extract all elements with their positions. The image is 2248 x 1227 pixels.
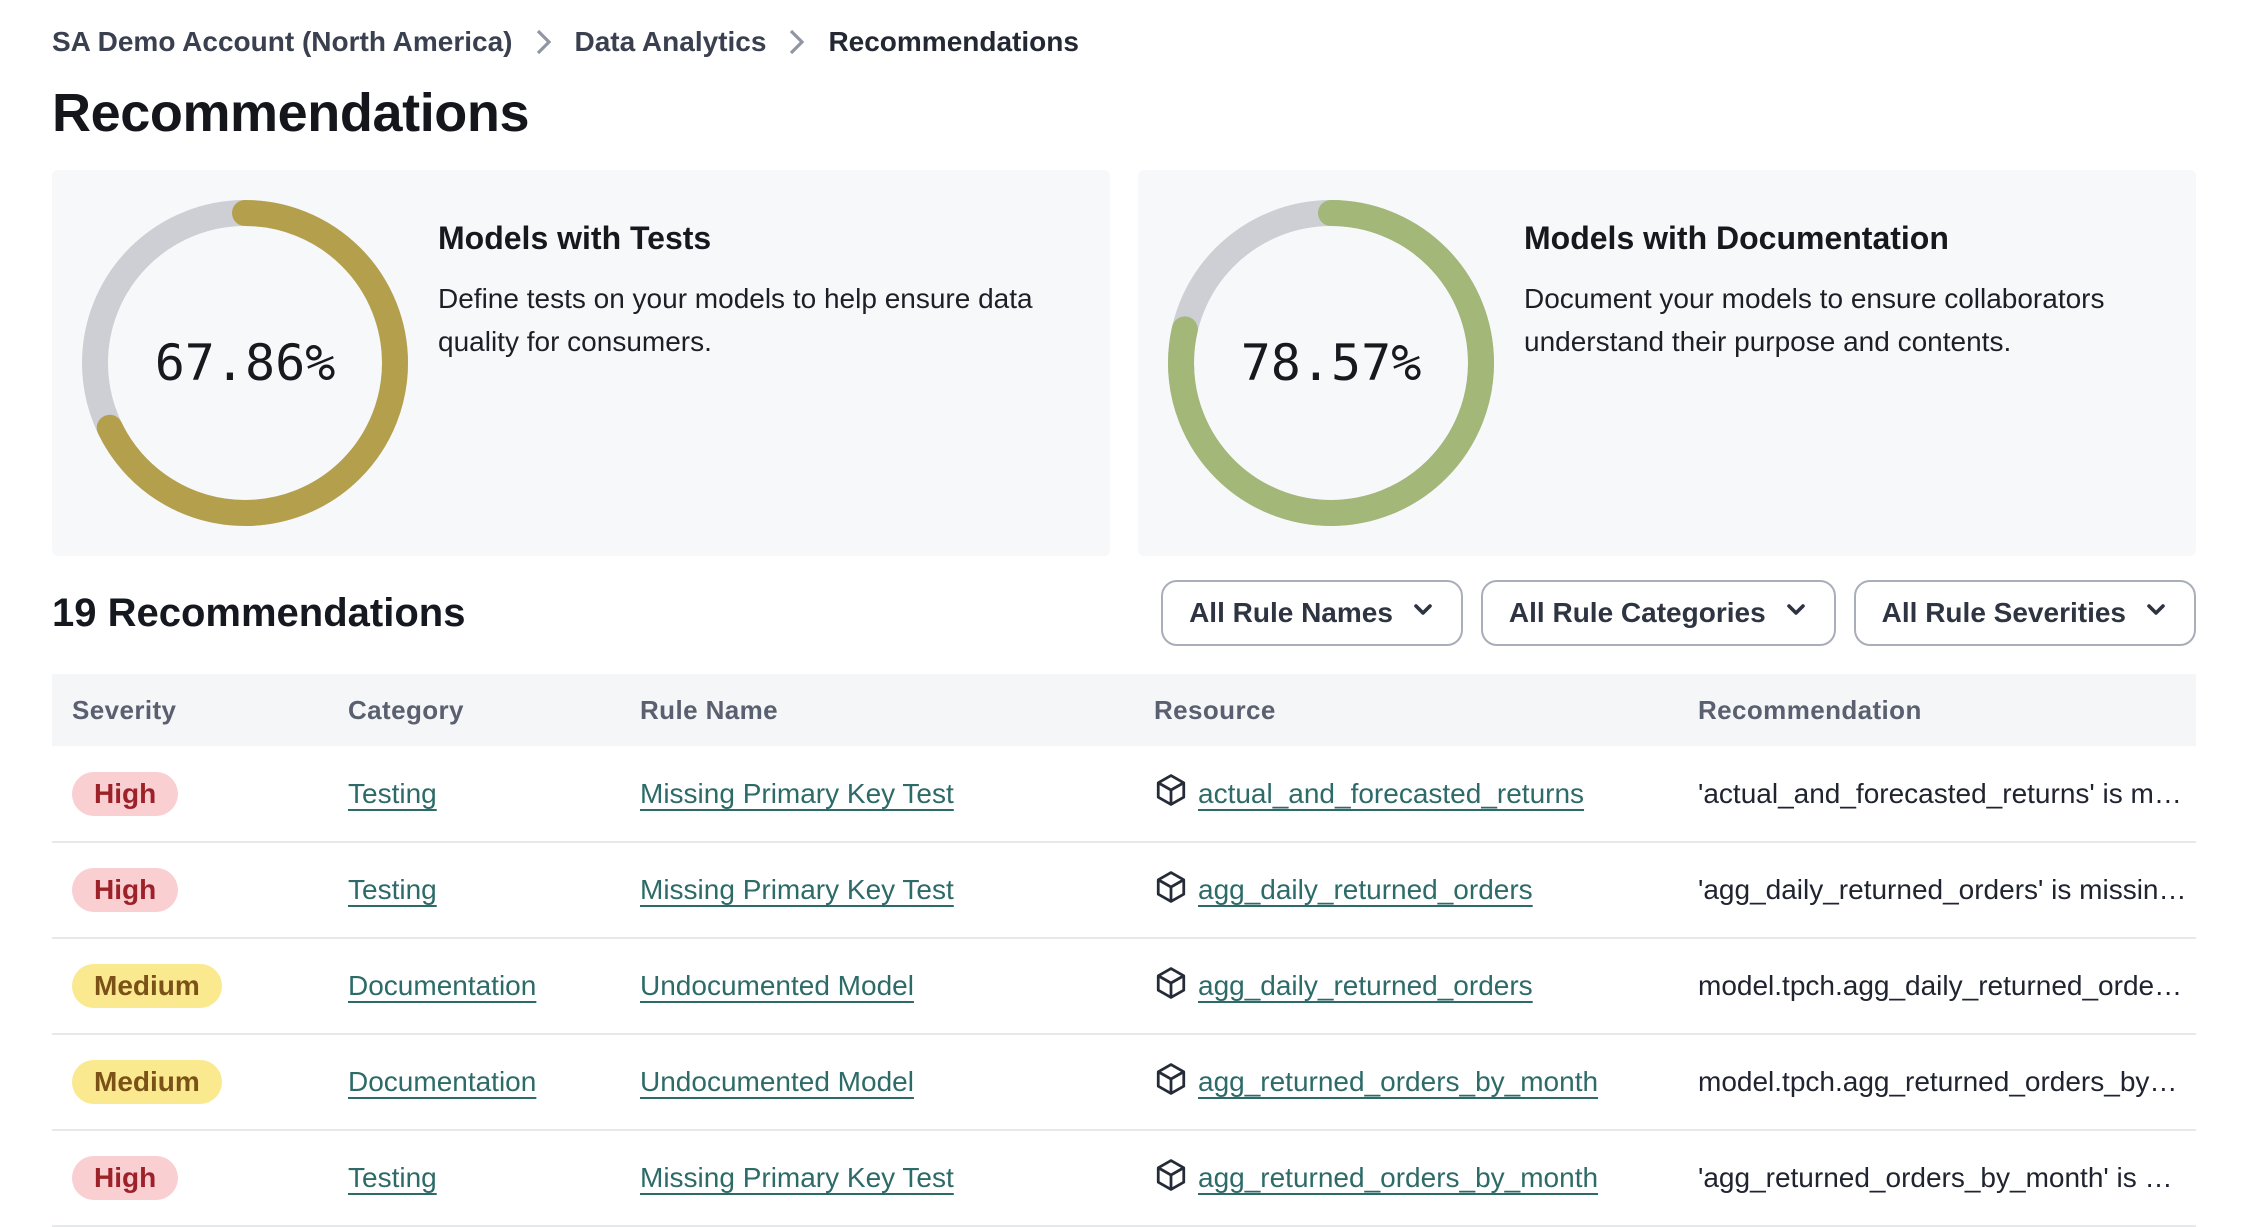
table-row: High Testing Missing Primary Key Test ac…	[52, 746, 2196, 843]
model-cube-icon	[1154, 870, 1188, 911]
filter-label: All Rule Categories	[1508, 597, 1766, 628]
chevron-down-icon	[1784, 597, 1808, 629]
severity-badge: High	[72, 868, 179, 912]
models-with-tests-card: 67.86% Models with Tests Define tests on…	[52, 170, 1110, 556]
models-with-documentation-card: 78.57% Models with Documentation Documen…	[1138, 170, 2196, 556]
recommendations-table: Severity Category Rule Name Resource Rec…	[52, 674, 2196, 1227]
model-cube-icon	[1154, 966, 1188, 1007]
chevron-right-icon	[535, 28, 553, 56]
column-header-resource: Resource	[1154, 674, 1698, 746]
breadcrumb-account-link[interactable]: SA Demo Account (North America)	[52, 26, 513, 57]
severity-badge: High	[72, 771, 179, 816]
rule-name-link[interactable]: Missing Primary Key Test	[640, 777, 954, 809]
models-with-tests-donut: 67.86%	[82, 200, 408, 526]
table-row: High Testing Missing Primary Key Test ag…	[52, 1130, 2196, 1227]
breadcrumb-current: Recommendations	[828, 26, 1079, 57]
column-header-rule-name: Rule Name	[640, 674, 1154, 746]
rule-name-link[interactable]: Undocumented Model	[640, 970, 914, 1001]
severity-badge: High	[72, 1156, 179, 1200]
resource-link[interactable]: actual_and_forecasted_returns	[1198, 777, 1585, 809]
rule-severities-filter-dropdown[interactable]: All Rule Severities	[1853, 580, 2196, 646]
card-title: Models with Tests	[438, 220, 712, 256]
card-title: Models with Documentation	[1524, 220, 1949, 256]
resource-link[interactable]: agg_returned_orders_by_month	[1198, 1066, 1599, 1097]
recommendation-text: model.tpch.agg_returned_orders_by_month …	[1698, 1066, 2196, 1097]
model-cube-icon	[1154, 773, 1188, 814]
recommendation-text: model.tpch.agg_daily_returned_orders is …	[1698, 970, 2196, 1001]
list-controls: 19 Recommendations All Rule Names All Ru…	[52, 580, 2196, 646]
resource-link[interactable]: agg_daily_returned_orders	[1198, 874, 1533, 905]
model-cube-icon	[1154, 1062, 1188, 1103]
table-row: Medium Documentation Undocumented Model …	[52, 1034, 2196, 1131]
metric-cards: 67.86% Models with Tests Define tests on…	[52, 170, 2196, 556]
column-header-category: Category	[348, 674, 640, 746]
rule-name-link[interactable]: Missing Primary Key Test	[640, 874, 954, 905]
resource-link[interactable]: agg_returned_orders_by_month	[1198, 1162, 1599, 1193]
recommendations-count-heading: 19 Recommendations	[52, 590, 466, 635]
filter-group: All Rule Names All Rule Categories All R…	[1161, 580, 2196, 646]
severity-badge: Medium	[72, 964, 222, 1008]
card-description: Document your models to ensure collabora…	[1524, 283, 2105, 358]
page-title: Recommendations	[52, 83, 530, 143]
rule-names-filter-dropdown[interactable]: All Rule Names	[1161, 580, 1463, 646]
category-link[interactable]: Testing	[348, 777, 437, 809]
category-link[interactable]: Testing	[348, 1162, 437, 1193]
category-link[interactable]: Documentation	[348, 1066, 537, 1097]
resource-link[interactable]: agg_daily_returned_orders	[1198, 970, 1533, 1001]
column-header-recommendation: Recommendation	[1698, 674, 2196, 746]
card-description: Define tests on your models to help ensu…	[438, 283, 1033, 358]
table-row: Medium Documentation Undocumented Model …	[52, 938, 2196, 1035]
table-row: High Testing Missing Primary Key Test ag…	[52, 842, 2196, 939]
column-header-severity: Severity	[52, 674, 348, 746]
table-header-row: Severity Category Rule Name Resource Rec…	[52, 674, 2196, 746]
chevron-down-icon	[1411, 597, 1435, 629]
documentation-percent-value: 78.57%	[1240, 334, 1422, 392]
recommendation-text: 'agg_returned_orders_by_month' is missin…	[1698, 1162, 2196, 1193]
model-cube-icon	[1154, 1158, 1188, 1199]
breadcrumb-project-link[interactable]: Data Analytics	[574, 26, 767, 57]
recommendation-text: 'agg_daily_returned_orders' is missing a…	[1698, 874, 2196, 905]
severity-badge: Medium	[72, 1060, 222, 1104]
category-link[interactable]: Documentation	[348, 970, 537, 1001]
recommendations-table-body: High Testing Missing Primary Key Test ac…	[52, 746, 2196, 1227]
rule-name-link[interactable]: Missing Primary Key Test	[640, 1162, 954, 1193]
category-link[interactable]: Testing	[348, 874, 437, 905]
rule-name-link[interactable]: Undocumented Model	[640, 1066, 914, 1097]
chevron-down-icon	[2144, 597, 2168, 629]
rule-categories-filter-dropdown[interactable]: All Rule Categories	[1480, 580, 1836, 646]
tests-percent-value: 67.86%	[154, 334, 336, 392]
filter-label: All Rule Severities	[1881, 597, 2126, 628]
breadcrumb: SA Demo Account (North America) Data Ana…	[52, 26, 2196, 58]
recommendation-text: 'actual_and_forecasted_returns' is missi…	[1698, 777, 2196, 809]
chevron-right-icon	[788, 28, 806, 56]
models-with-documentation-donut: 78.57%	[1168, 200, 1494, 526]
filter-label: All Rule Names	[1189, 597, 1393, 628]
